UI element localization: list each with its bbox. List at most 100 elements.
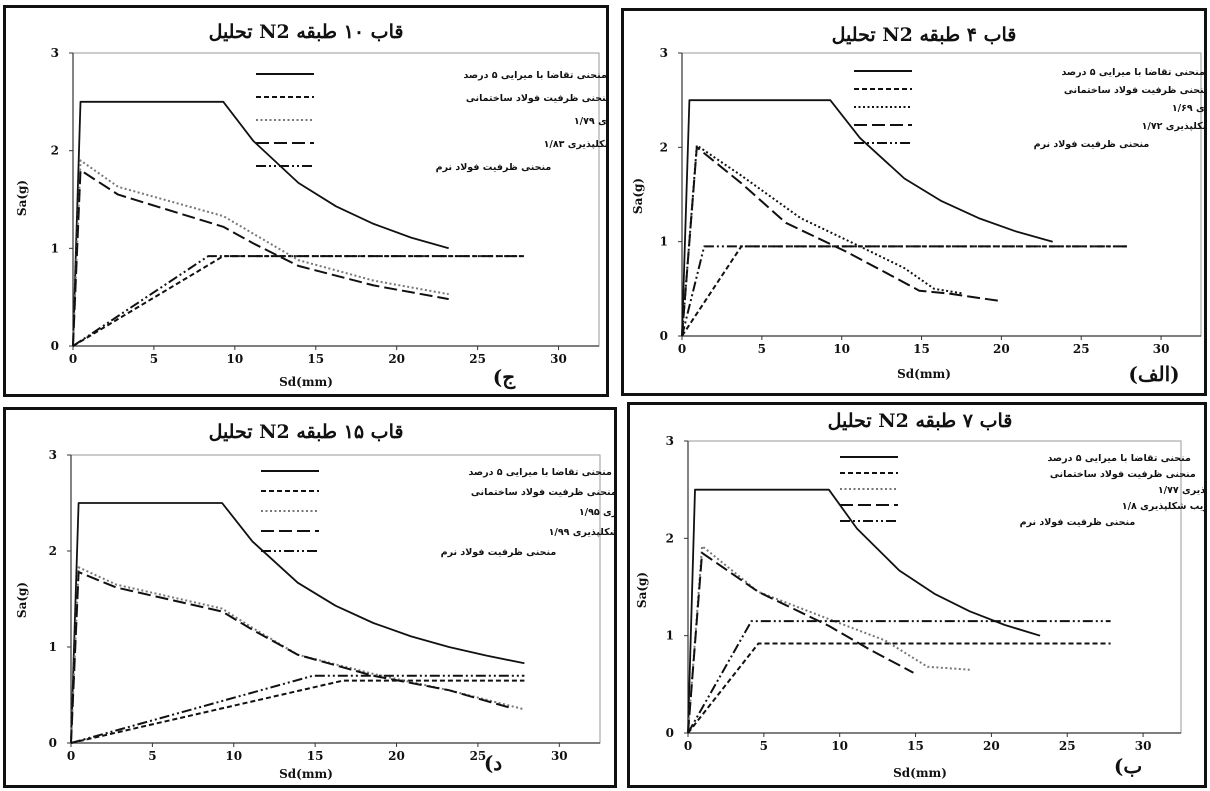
series-line-5 [681, 245, 1127, 337]
series-line-4 [70, 571, 510, 744]
legend-label: منحنی تقاضا با میرایی ۵ درصد [1061, 67, 1204, 78]
chart-svg-b: تحلیل N2 قاب ۷ طبقه051015202530350123Sd(… [635, 410, 1204, 780]
y-tick-label: 3 [49, 448, 57, 462]
x-tick-label: 15 [307, 749, 324, 763]
y-tick-label: 0 [660, 329, 668, 343]
legend-label: منحنی ظرفیت فولاد نرم [436, 162, 552, 173]
x-tick-label: 0 [67, 749, 75, 763]
plot-area [70, 454, 601, 744]
legend-label: منحنی تقاضا فولاد ساختمانی با ضریب شکلپذ… [1172, 103, 1204, 114]
y-axis-label: Sa(g) [15, 180, 29, 216]
x-tick-label: 10 [225, 749, 242, 763]
legend-label: منحنی تقاضا فولاد ساختمانی با ضریب شکلپذ… [574, 116, 606, 127]
y-tick-label: 0 [51, 339, 59, 353]
y-axis-label: Sa(g) [635, 572, 649, 608]
y-tick-label: 3 [660, 46, 668, 60]
series-line-5 [687, 620, 1111, 734]
y-tick-label: 1 [51, 241, 59, 255]
y-tick-label: 1 [49, 640, 57, 654]
chart-svg-d: تحلیل N2 قاب ۱۵ طبقه051015202530350123Sd… [15, 421, 614, 781]
chart-panel-a: تحلیل N2 قاب ۴ طبقه051015202530350123Sd(… [621, 8, 1207, 396]
chart-title: تحلیل N2 قاب ۱۰ طبقه [209, 21, 404, 43]
y-tick-label: 2 [51, 144, 59, 158]
series-line-3 [72, 159, 449, 347]
x-tick-label: 15 [913, 342, 930, 356]
x-tick-label: 30 [550, 352, 567, 366]
x-tick-label: 5 [148, 749, 156, 763]
series-line-2 [70, 679, 525, 744]
panel-label: (الف) [1128, 362, 1179, 386]
panel-label: (ج [493, 365, 516, 390]
chart-svg-a: تحلیل N2 قاب ۴ طبقه051015202530350123Sd(… [631, 24, 1204, 386]
y-axis-label: Sa(g) [15, 582, 29, 618]
x-tick-label: 0 [678, 342, 686, 356]
x-tick-label: 5 [150, 352, 158, 366]
series-line-3 [70, 566, 525, 744]
x-tick-label: 20 [388, 352, 405, 366]
series-line-3 [687, 545, 970, 734]
y-tick-label: 2 [660, 140, 668, 154]
series-line-1 [681, 99, 1053, 337]
series-line-2 [72, 255, 524, 347]
x-tick-label: 5 [760, 739, 768, 753]
legend-label: منحنی تقاضا فولاد نرم با ضریب شکلپذیری ۱… [549, 527, 614, 538]
legend-label: منحنی تقاضا فولاد نرم با ضریب شکلپذیری ۱… [544, 139, 606, 150]
chart-panel-c: تحلیل N2 قاب ۱۰ طبقه051015202530350123Sd… [3, 5, 609, 397]
panel-label: (ب [1114, 754, 1142, 778]
series-line-1 [70, 502, 525, 744]
x-tick-label: 20 [983, 739, 1000, 753]
x-tick-label: 10 [833, 342, 850, 356]
series-line-2 [687, 642, 1111, 734]
chart-title: تحلیل N2 قاب ۱۵ طبقه [209, 421, 404, 443]
legend-label: منحنی ظرفیت فولاد نرم [1020, 517, 1136, 528]
series-line-4 [687, 551, 914, 734]
y-tick-label: 0 [49, 736, 57, 750]
legend-label: منحنی تقاضا فولاد ساختمانی با ضریب شکلپذ… [1158, 485, 1204, 496]
series-line-1 [72, 100, 449, 347]
x-tick-label: 0 [69, 352, 77, 366]
series-line-5 [70, 674, 525, 744]
series-line-4 [681, 146, 1001, 337]
x-tick-label: 30 [1135, 739, 1152, 753]
legend-label: منحنی ظرفیت فولاد ساختمانی [471, 487, 614, 498]
chart-title: تحلیل N2 قاب ۴ طبقه [832, 24, 1017, 46]
chart-panel-d: تحلیل N2 قاب ۱۵ طبقه051015202530350123Sd… [3, 407, 617, 788]
x-tick-label: 30 [1153, 342, 1170, 356]
legend-label: منحنی تقاضا فولاد نرم با ضریب شکلپذیری ۱… [1122, 501, 1204, 512]
y-tick-label: 3 [666, 434, 674, 448]
x-axis-label: Sd(mm) [897, 367, 951, 381]
y-tick-label: 1 [660, 235, 668, 249]
x-tick-label: 5 [758, 342, 766, 356]
y-tick-label: 0 [666, 726, 674, 740]
chart-svg-c: تحلیل N2 قاب ۱۰ طبقه051015202530350123Sd… [15, 21, 606, 390]
x-tick-label: 15 [307, 352, 324, 366]
x-tick-label: 25 [470, 749, 487, 763]
legend-label: منحنی ظرفیت فولاد ساختمانی [1064, 85, 1204, 96]
x-tick-label: 10 [831, 739, 848, 753]
x-tick-label: 30 [551, 749, 568, 763]
y-axis-label: Sa(g) [631, 178, 645, 214]
legend-label: منحنی تقاضا با میرایی ۵ درصد [1047, 453, 1191, 464]
x-tick-label: 10 [226, 352, 243, 366]
legend-label: منحنی تقاضا با میرایی ۵ درصد [463, 70, 606, 81]
chart-title: تحلیل N2 قاب ۷ طبقه [828, 410, 1013, 432]
legend-label: منحنی تقاضا فولاد نرم با ضریب شکلپذیری ۱… [1142, 121, 1204, 132]
x-tick-label: 20 [388, 749, 405, 763]
x-tick-label: 25 [1073, 342, 1090, 356]
x-axis-label: Sd(mm) [893, 766, 947, 780]
legend-label: منحنی تقاضا فولاد ساختمانی با ضریب شکلپذ… [579, 507, 614, 518]
legend-label: منحنی ظرفیت فولاد ساختمانی [1050, 469, 1196, 480]
series-line-4 [72, 169, 449, 347]
x-axis-label: Sd(mm) [279, 767, 333, 781]
series-line-2 [681, 245, 1127, 337]
y-tick-label: 3 [51, 46, 59, 60]
legend-label: منحنی ظرفیت فولاد نرم [1034, 139, 1150, 150]
legend-label: منحنی ظرفیت فولاد نرم [441, 547, 557, 558]
series-line-1 [687, 488, 1041, 734]
x-tick-label: 25 [1059, 739, 1076, 753]
x-tick-label: 0 [684, 739, 692, 753]
y-tick-label: 1 [666, 629, 674, 643]
y-tick-label: 2 [666, 531, 674, 545]
plot-area [687, 440, 1182, 734]
legend-label: منحنی ظرفیت فولاد ساختمانی [466, 93, 606, 104]
